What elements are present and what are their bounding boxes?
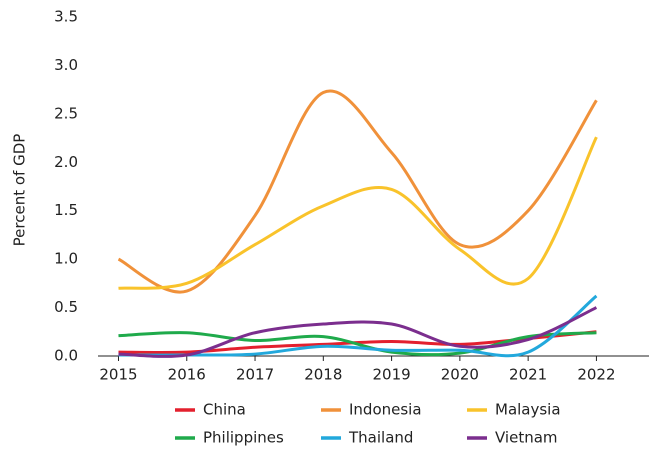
- x-tick-label: 2018: [304, 366, 342, 384]
- y-tick-label: 2.0: [54, 153, 78, 171]
- legend-label: Thailand: [348, 429, 413, 447]
- series-line: [118, 294, 598, 358]
- series-line: [118, 331, 597, 357]
- x-tick-label: 2015: [99, 366, 137, 384]
- x-tick-label: 2017: [236, 366, 274, 384]
- series-line: [118, 136, 598, 290]
- legend-label: Indonesia: [349, 401, 422, 419]
- y-tick-label: 0.0: [54, 347, 78, 365]
- legend-label: China: [203, 401, 246, 419]
- x-tick-label: 2016: [168, 366, 206, 384]
- x-tick-label: 2020: [441, 366, 479, 384]
- x-tick-label: 2019: [372, 366, 410, 384]
- series-line: [118, 306, 598, 358]
- legend-label: Malaysia: [495, 401, 561, 419]
- x-tick-label: 2021: [509, 366, 547, 384]
- y-tick-label: 3.0: [54, 56, 78, 74]
- y-tick-label: 2.5: [54, 104, 78, 122]
- y-tick-label: 3.5: [54, 8, 78, 26]
- series-line: [118, 330, 597, 354]
- y-axis-label: Percent of GDP: [11, 134, 29, 247]
- y-tick-label: 1.0: [54, 250, 78, 268]
- legend-label: Vietnam: [495, 429, 558, 447]
- y-tick-label: 1.5: [54, 201, 78, 219]
- series-line: [117, 89, 598, 294]
- legend-label: Philippines: [203, 429, 284, 447]
- x-tick-label: 2022: [577, 366, 615, 384]
- y-tick-label: 0.5: [54, 298, 78, 316]
